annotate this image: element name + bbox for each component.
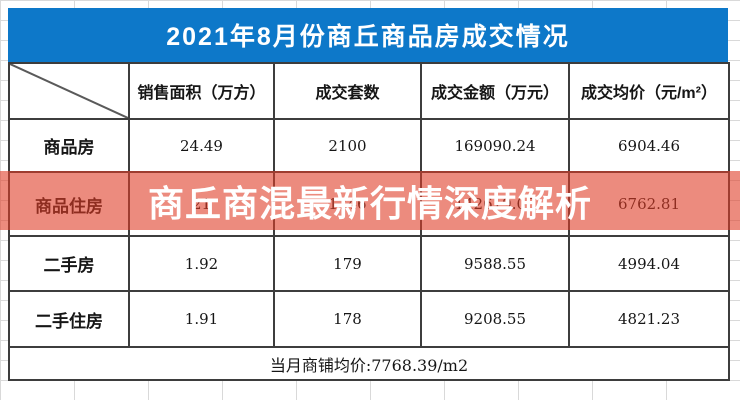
- column-header-units: 成交套数: [273, 62, 422, 120]
- table-cell: 9588.55: [420, 235, 570, 292]
- corner-cell: [8, 62, 130, 120]
- footer-cell: 当月商铺均价:7768.39/m2: [8, 346, 730, 381]
- column-header-area: 销售面积（万方）: [128, 62, 275, 120]
- table-cell: 169090.24: [420, 118, 570, 173]
- table-cell: 1.91: [128, 290, 275, 348]
- row-header: 二手房: [8, 235, 130, 292]
- header-row: 销售面积（万方） 成交套数 成交金额（万元） 成交均价（元/m²）: [8, 62, 730, 120]
- headline-overlay-banner: 商丘商混最新行情深度解析: [0, 171, 740, 230]
- table-row-secondhand-housing: 二手房 1.92 179 9588.55 4994.04: [8, 235, 730, 292]
- table-cell: 9208.55: [420, 290, 570, 348]
- title-bar: 2021年8月份商丘商品房成交情况: [8, 8, 728, 62]
- table-cell: 4994.04: [568, 235, 730, 292]
- table-row-commodity-housing: 商品房 24.49 2100 169090.24 6904.46: [8, 118, 730, 173]
- table-cell: 24.49: [128, 118, 275, 173]
- table-cell: 6904.46: [568, 118, 730, 173]
- table-cell: 178: [273, 290, 422, 348]
- table-cell: 1.92: [128, 235, 275, 292]
- column-header-avg-price: 成交均价（元/m²）: [568, 62, 730, 120]
- table-row-secondhand-residential: 二手住房 1.91 178 9208.55 4821.23: [8, 290, 730, 348]
- data-table: 销售面积（万方） 成交套数 成交金额（万元） 成交均价（元/m²） 商品房 24…: [8, 62, 730, 381]
- footer-row: 当月商铺均价:7768.39/m2: [8, 346, 730, 381]
- table-cell: 179: [273, 235, 422, 292]
- diagonal-divider-icon: [10, 64, 128, 118]
- row-header: 二手住房: [8, 290, 130, 348]
- headline-text: 商丘商混最新行情深度解析: [147, 182, 592, 224]
- table-cell: 2100: [273, 118, 422, 173]
- row-header: 商品房: [8, 118, 130, 173]
- column-header-amount: 成交金额（万元）: [420, 62, 570, 120]
- page-title: 2021年8月份商丘商品房成交情况: [166, 23, 570, 51]
- table-cell: 4821.23: [568, 290, 730, 348]
